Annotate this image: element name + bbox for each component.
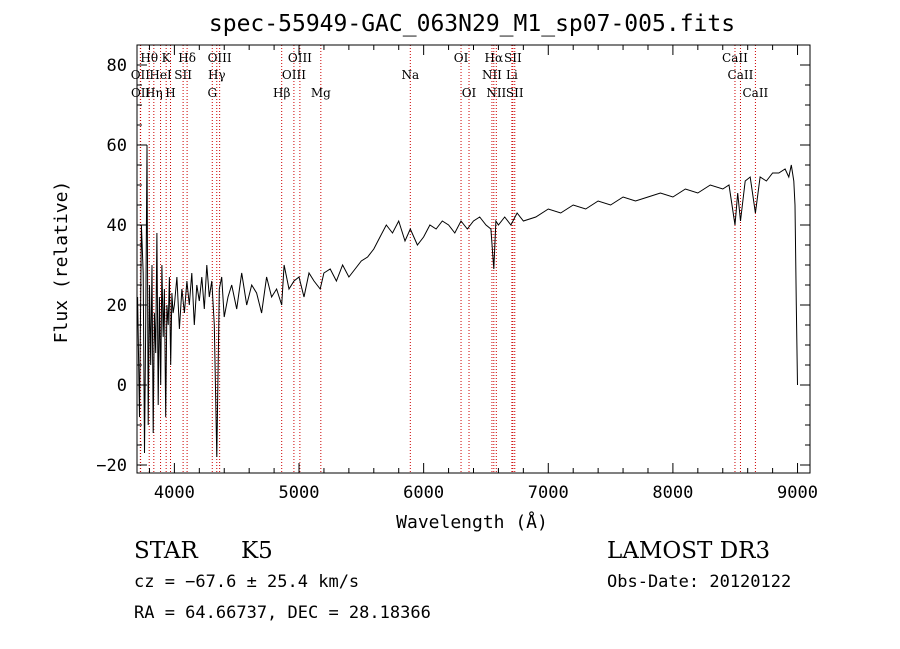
y-tick-label: −20 <box>96 456 127 476</box>
spectral-line-label: CaII <box>742 86 768 100</box>
coordinates: RA = 64.66737, DEC = 28.18366 <box>134 603 431 623</box>
spectral-line-markers <box>139 45 756 473</box>
spectral-line-label: Hη <box>145 86 163 100</box>
object-subclass: K5 <box>241 538 273 564</box>
spectral-line-label: CaII <box>722 51 748 65</box>
y-tick-label: 0 <box>117 376 127 396</box>
spectral-line-label: Hβ <box>273 86 290 100</box>
x-tick-label: 9000 <box>777 483 818 503</box>
x-tick-label: 5000 <box>279 483 320 503</box>
spectral-line-label: Hα <box>485 51 504 65</box>
x-tick-label: 6000 <box>403 483 444 503</box>
y-tick-label: 60 <box>107 136 127 156</box>
spectral-line-label: Li <box>506 68 518 82</box>
spectral-line-label: Hγ <box>208 68 226 82</box>
spectral-line-label: SII <box>506 86 524 100</box>
spectral-line-label: SII <box>174 68 192 82</box>
spectral-line-label: G <box>207 86 217 100</box>
spectral-line-label: CaII <box>728 68 754 82</box>
spectral-line-label: OIII <box>282 68 306 82</box>
y-tick-label: 40 <box>107 216 127 236</box>
object-class: STAR <box>134 538 198 564</box>
survey-name: LAMOST DR3 <box>607 538 771 564</box>
spectral-line-label: K <box>162 51 172 65</box>
spectral-line-label: OIII <box>288 51 312 65</box>
spectral-line-label: NII <box>486 86 506 100</box>
plot-frame <box>136 44 811 474</box>
x-axis-label: Wavelength (Å) <box>396 511 548 533</box>
spectral-line-label: NII <box>482 68 502 82</box>
spectral-line-label: OIII <box>208 51 232 65</box>
spectral-line-label: SII <box>504 51 522 65</box>
observation-date: Obs-Date: 20120122 <box>607 572 792 592</box>
y-axis-label: Flux (relative) <box>51 181 72 344</box>
x-tick-label: 8000 <box>652 483 693 503</box>
spectral-line-label: HeI <box>149 68 172 82</box>
spectral-line-label: OI <box>454 51 469 65</box>
spectral-line-label: OII <box>131 86 151 100</box>
y-tick-label: 80 <box>107 56 127 76</box>
spectral-line-label: Mg <box>311 86 331 100</box>
x-tick-label: 4000 <box>154 483 195 503</box>
spectral-line-label: Hθ <box>140 51 158 65</box>
chart-title: spec-55949-GAC_063N29_M1_sp07-005.fits <box>209 11 735 37</box>
spectral-line-label: OII <box>131 68 151 82</box>
x-tick-label: 7000 <box>528 483 569 503</box>
radial-velocity: cz = −67.6 ± 25.4 km/s <box>134 572 360 592</box>
flux-series-line <box>137 144 798 458</box>
spectral-line-label: OI <box>462 86 477 100</box>
spectral-line-label: H <box>165 86 175 100</box>
spectral-line-label: Hδ <box>178 51 196 65</box>
spectral-line-label: Na <box>401 68 419 82</box>
spectral-line-labels: Hθ OII OII K HeI Hη Hδ SII H OIII Hγ G OIII OIII Hβ Mg N… <box>131 51 769 100</box>
axis-ticks: 4000 5000 6000 7000 8000 9000 −20 0 20 40 60 80 <box>96 45 818 503</box>
y-tick-label: 20 <box>107 296 127 316</box>
axes: 4000 5000 6000 7000 8000 9000 −20 0 20 40 60 80 <box>96 44 818 503</box>
